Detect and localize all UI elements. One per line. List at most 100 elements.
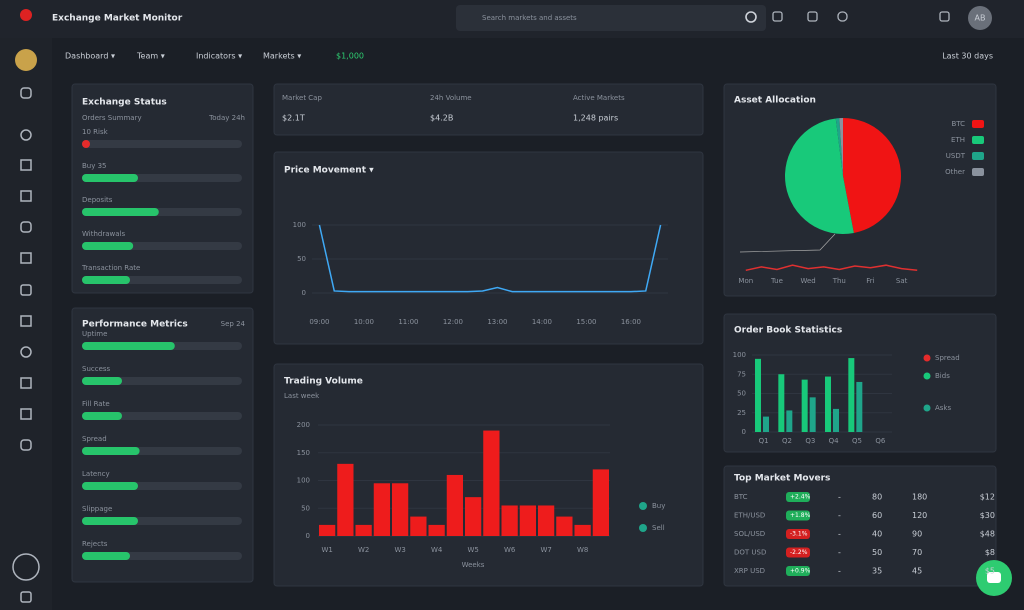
- chart-subtitle: Last week: [284, 392, 320, 400]
- chat-icon[interactable]: [987, 572, 1001, 583]
- table-cell: $8: [985, 548, 995, 557]
- bar: [373, 483, 390, 536]
- pie-slice: [784, 118, 854, 235]
- nav-item[interactable]: Markets ▾: [263, 52, 301, 61]
- stat-value: $2.1T: [282, 114, 305, 123]
- bar: [337, 463, 354, 536]
- progress-bar: [82, 482, 138, 490]
- stat-value: 1,248 pairs: [573, 114, 618, 123]
- x-tick-label: Mon: [738, 277, 753, 285]
- user-avatar[interactable]: [968, 6, 992, 30]
- progress-label: Deposits: [82, 196, 113, 204]
- y-tick-label: 50: [737, 390, 746, 398]
- x-tick-label: 16:00: [621, 318, 641, 326]
- nav-item[interactable]: Indicators ▾: [196, 52, 242, 61]
- table-cell: DOT USD: [734, 549, 766, 557]
- y-tick-label: 0: [306, 532, 310, 540]
- x-tick-label: Q4: [829, 437, 840, 445]
- bar: [319, 524, 336, 536]
- date-range[interactable]: Last 30 days: [942, 52, 993, 61]
- progress-bar: [82, 412, 122, 420]
- x-tick-label: Sat: [896, 277, 908, 285]
- legend-toggle[interactable]: [972, 152, 984, 160]
- progress-label: Spread: [82, 435, 107, 443]
- legend-swatch: [639, 524, 647, 532]
- legend-label: Asks: [935, 404, 951, 412]
- user-initials[interactable]: AB: [975, 14, 986, 23]
- legend-label: Sell: [652, 524, 665, 532]
- search-icon[interactable]: [745, 11, 757, 23]
- x-tick-label: W2: [358, 546, 369, 554]
- y-tick-label: 0: [302, 289, 306, 297]
- x-tick-label: 13:00: [487, 318, 507, 326]
- table-cell: -: [838, 511, 841, 520]
- progress-bar: [82, 447, 140, 455]
- progress-track: [82, 377, 242, 385]
- bar: [825, 376, 831, 432]
- x-tick-label: Fri: [866, 277, 874, 285]
- x-tick-label: Q3: [805, 437, 815, 445]
- bar: [428, 524, 445, 536]
- legend-label: Buy: [652, 502, 665, 510]
- legend-label: ETH: [951, 136, 965, 144]
- x-tick-label: W8: [577, 546, 588, 554]
- y-tick-label: 100: [293, 221, 306, 229]
- progress-bar: [82, 377, 122, 385]
- bar: [519, 505, 536, 536]
- balance: $1,000: [336, 52, 364, 61]
- table-cell: 50: [872, 548, 882, 557]
- progress-bar: [82, 342, 175, 350]
- y-tick-label: 100: [297, 477, 310, 485]
- x-axis-label: Weeks: [462, 561, 485, 569]
- y-tick-label: 100: [733, 351, 746, 359]
- legend-label: Other: [945, 168, 965, 176]
- table-cell: -2.2%: [790, 549, 808, 556]
- table-cell: $5: [985, 567, 995, 576]
- progress-label: Slippage: [82, 505, 112, 513]
- table-cell: 180: [912, 493, 927, 502]
- legend-label: USDT: [946, 152, 966, 160]
- stat-label: 24h Volume: [430, 94, 472, 102]
- legend-label: Spread: [935, 354, 960, 362]
- change-badge: [786, 529, 810, 539]
- stat-value: $4.2B: [430, 114, 453, 123]
- stat-label: Market Cap: [282, 94, 322, 102]
- chart-title: Asset Allocation: [734, 96, 816, 106]
- x-tick-label: W5: [467, 546, 478, 554]
- x-tick-label: 15:00: [576, 318, 596, 326]
- bar: [592, 469, 609, 536]
- progress-bar: [82, 208, 159, 216]
- pie-slice: [839, 118, 843, 176]
- legend-toggle[interactable]: [972, 136, 984, 144]
- toolbar-icons[interactable]: [772, 11, 950, 22]
- search-box[interactable]: [456, 5, 766, 31]
- bar: [556, 516, 573, 536]
- legend-swatch: [639, 502, 647, 510]
- sidebar-icons[interactable]: [12, 87, 40, 603]
- table-cell: XRP USD: [734, 567, 765, 575]
- x-tick-label: W6: [504, 546, 516, 554]
- progress-label: Latency: [82, 470, 110, 478]
- x-tick-label: Q6: [875, 437, 886, 445]
- nav-item[interactable]: Dashboard ▾: [65, 52, 115, 61]
- bar: [410, 516, 427, 536]
- change-badge: [786, 566, 810, 576]
- progress-bar: [82, 517, 138, 525]
- nav-item[interactable]: Team ▾: [136, 52, 165, 61]
- table-cell: 45: [912, 567, 922, 576]
- x-tick-label: W7: [540, 546, 551, 554]
- x-tick-label: Q1: [759, 437, 769, 445]
- legend-toggle[interactable]: [972, 120, 984, 128]
- progress-bar: [82, 140, 90, 148]
- y-tick-label: 25: [737, 409, 746, 417]
- progress-bar: [82, 276, 130, 284]
- x-tick-label: Q5: [852, 437, 862, 445]
- progress-label: Success: [82, 365, 111, 373]
- brand-avatar: [15, 49, 37, 71]
- bar: [483, 430, 500, 536]
- table-cell: 60: [872, 511, 882, 520]
- progress-label: Uptime: [82, 330, 107, 338]
- chart-title: Order Book Statistics: [734, 326, 842, 336]
- search-placeholder[interactable]: Search markets and assets: [482, 14, 577, 22]
- legend-toggle[interactable]: [972, 168, 984, 176]
